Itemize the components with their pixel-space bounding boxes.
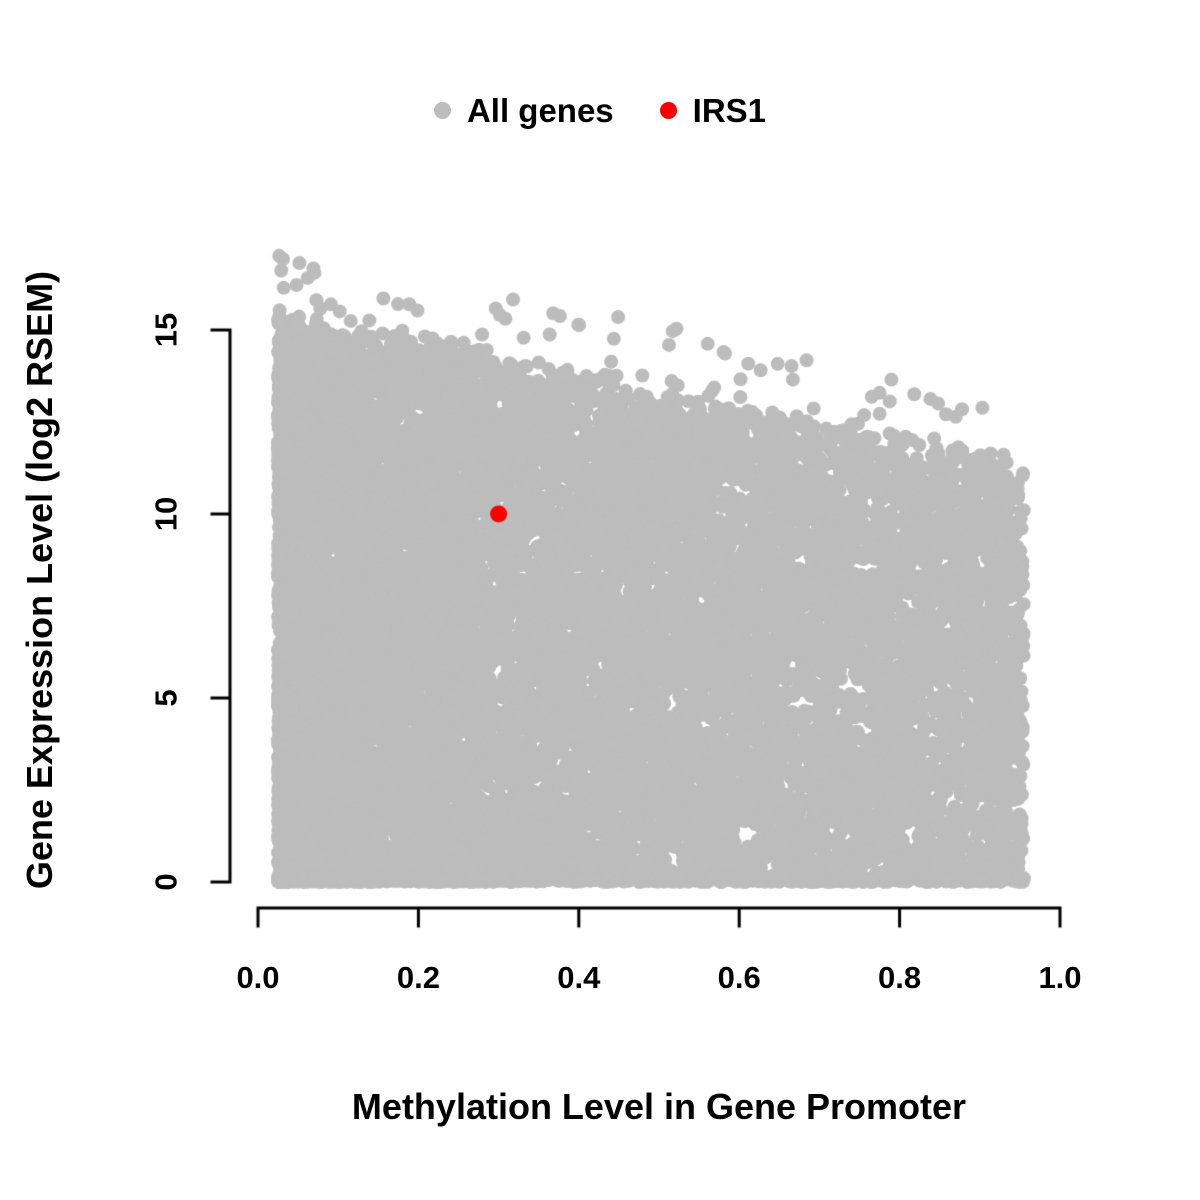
all-genes-dot-icon	[433, 102, 451, 119]
y-axis-title: Gene Expression Level (log2 RSEM)	[19, 270, 60, 890]
x-tick-label: 0.2	[396, 960, 440, 995]
y-tick-label: 5	[148, 689, 184, 707]
irs1-dot-icon	[659, 102, 677, 119]
x-tick-label: 0.8	[878, 960, 922, 995]
x-tick-label: 1.0	[1038, 960, 1082, 995]
legend-label-irs1: IRS1	[692, 92, 767, 129]
y-tick-label: 0	[148, 873, 184, 891]
legend-item-all-genes: All genes	[433, 92, 614, 129]
legend-item-irs1: IRS1	[659, 92, 767, 129]
y-tick-label: 10	[148, 496, 184, 532]
x-tick-label: 0.0	[236, 960, 280, 995]
legend: All genes IRS1	[0, 94, 1200, 127]
x-tick-label: 0.4	[557, 960, 601, 995]
y-tick-label: 15	[148, 312, 184, 348]
x-tick-label: 0.6	[717, 960, 761, 995]
x-axis-title: Methylation Level in Gene Promoter	[351, 1086, 967, 1127]
legend-label-all-genes: All genes	[466, 92, 614, 129]
